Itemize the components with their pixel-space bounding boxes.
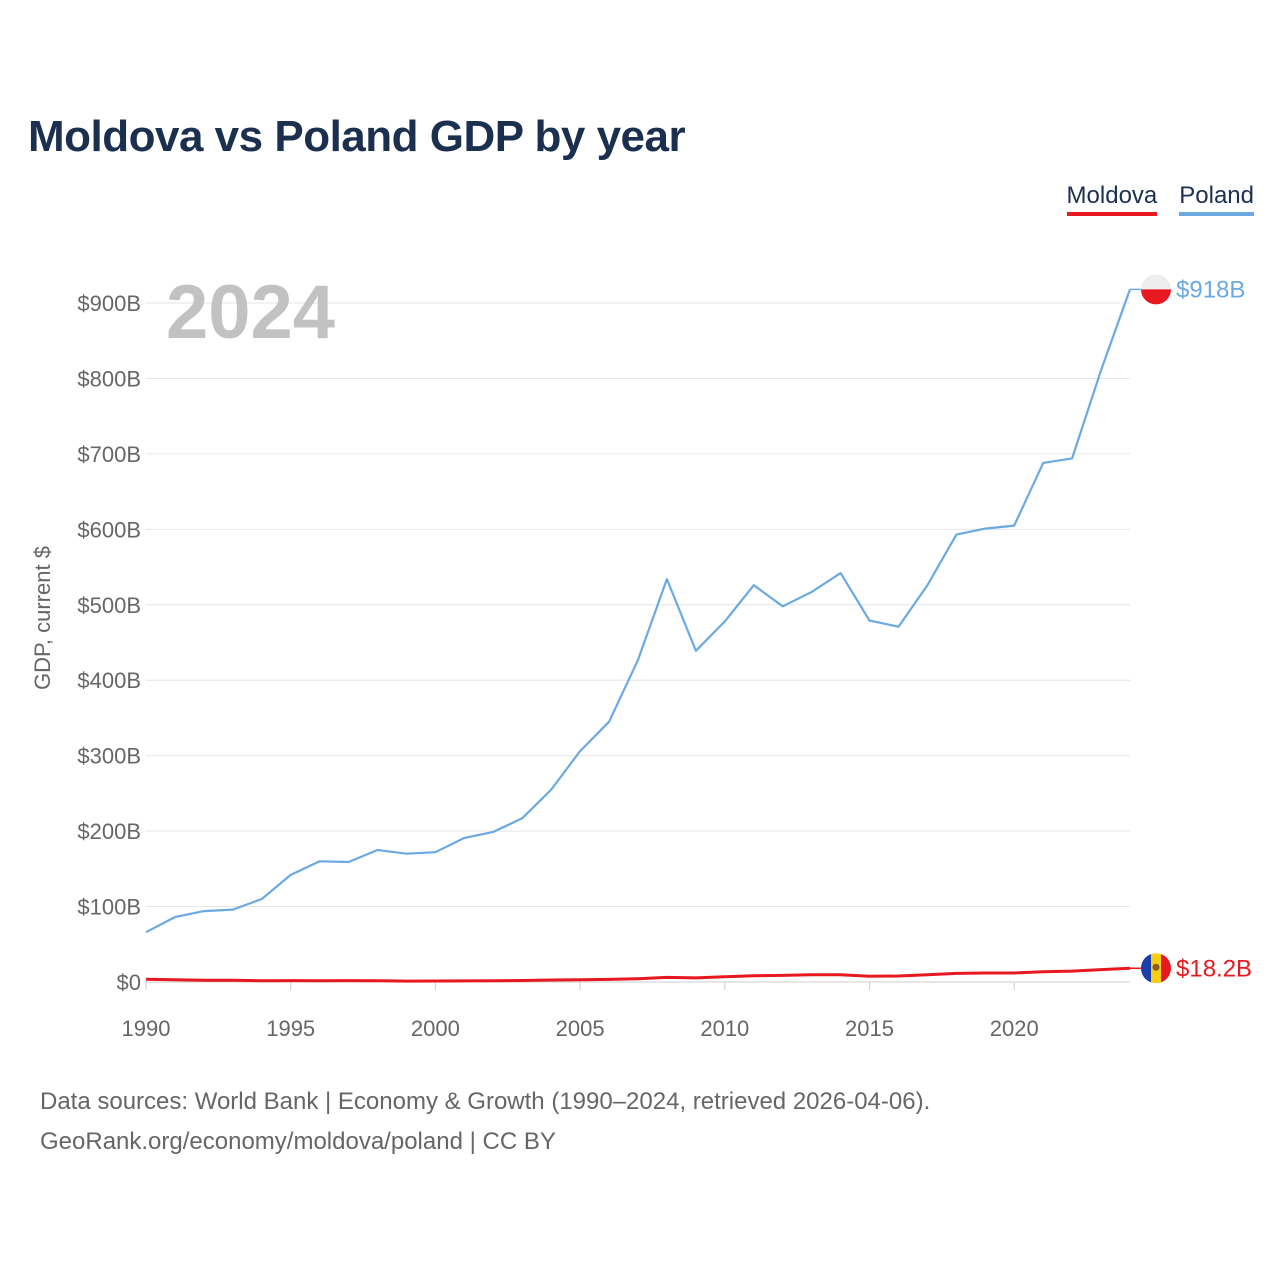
series-line-moldova (145, 966, 1131, 983)
y-axis-label: GDP, current $ (30, 546, 55, 690)
moldova-flag-icon (1141, 953, 1171, 984)
legend-item-poland[interactable]: Poland (1179, 182, 1254, 216)
source-line-2: GeoRank.org/economy/moldova/poland | CC … (40, 1128, 556, 1155)
x-tick-label: 2010 (700, 1016, 749, 1041)
y-tick-label: $100B (77, 895, 141, 920)
source-line-1: Data sources: World Bank | Economy & Gro… (40, 1088, 931, 1115)
y-tick-label: $0 (117, 970, 141, 995)
y-tick-label: $300B (77, 744, 141, 769)
series-line-poland (145, 289, 1132, 934)
x-tick-label: 2020 (990, 1016, 1039, 1041)
series-endpoints: $18.2B $918B (1130, 274, 1252, 984)
y-tick-label: $200B (77, 819, 141, 844)
end-value-label-poland: $918B (1176, 276, 1245, 303)
flag-stripe-red (1141, 289, 1171, 305)
chart-title: Moldova vs Poland GDP by year (28, 112, 686, 161)
end-value-label-moldova: $18.2B (1176, 955, 1252, 982)
year-watermark: 2024 (166, 270, 335, 355)
x-tick-label: 1990 (122, 1016, 171, 1041)
source-note: Data sources: World Bank | Economy & Gro… (40, 1082, 930, 1162)
x-tick-label: 2015 (845, 1016, 894, 1041)
flag-stripe-white (1141, 274, 1171, 290)
legend-item-moldova[interactable]: Moldova (1066, 182, 1158, 216)
flag-emblem (1152, 963, 1160, 971)
axes: $0 $100B $200B $300B $400B $500B $600B $700B $80… (77, 291, 1130, 1041)
x-tick-label: 2000 (411, 1016, 460, 1041)
y-tick-label: $600B (77, 517, 141, 542)
poland-flag-icon (1141, 274, 1171, 305)
legend: Moldova Poland (1066, 182, 1254, 216)
x-tick-label: 1995 (266, 1016, 315, 1041)
y-tick-label: $900B (77, 291, 141, 316)
flag-stripe-blue (1141, 953, 1151, 984)
grid-lines (146, 302, 1130, 908)
y-tick-label: $700B (77, 442, 141, 467)
y-tick-label: $400B (77, 668, 141, 693)
series-lines (145, 289, 1132, 983)
y-tick-label: $500B (77, 593, 141, 618)
flag-stripe-red (1161, 953, 1171, 984)
y-tick-label: $800B (77, 366, 141, 391)
x-tick-label: 2005 (556, 1016, 605, 1041)
